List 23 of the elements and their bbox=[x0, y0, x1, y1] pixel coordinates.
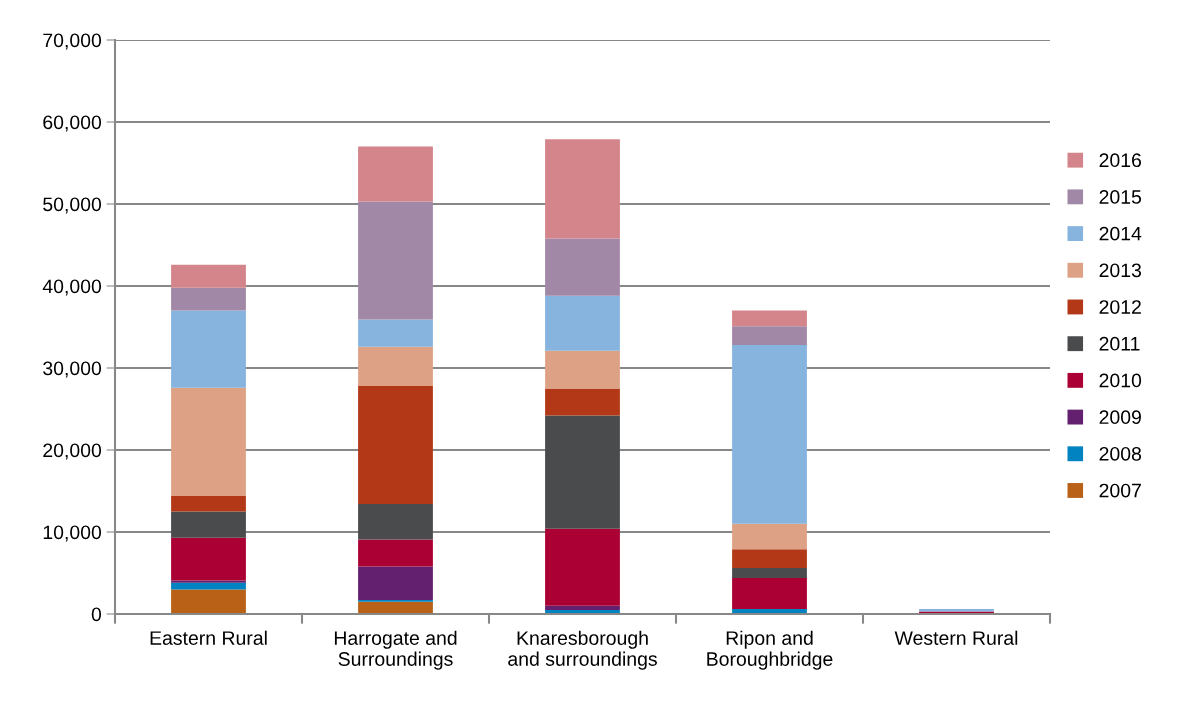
legend-label: 2013 bbox=[1099, 263, 1142, 278]
legend-label: 2008 bbox=[1099, 446, 1142, 461]
x-tick-label: Ripon and Boroughbridge bbox=[707, 630, 833, 670]
legend-label: 2011 bbox=[1099, 336, 1140, 351]
x-tick-label: Western Rural bbox=[894, 630, 1018, 645]
legend-label: 2016 bbox=[1099, 153, 1142, 168]
legend-label: 2014 bbox=[1099, 226, 1142, 241]
legend-label: 2015 bbox=[1099, 190, 1142, 204]
legend-label: 2007 bbox=[1099, 483, 1141, 498]
y-tick-label: 0 bbox=[91, 607, 102, 622]
legend-label: 2012 bbox=[1099, 300, 1141, 314]
y-tick-label: 40,000 bbox=[42, 279, 102, 296]
x-tick-label: Harrogate and Surroundings bbox=[334, 630, 457, 670]
y-tick-label: 30,000 bbox=[43, 361, 102, 378]
y-tick-label: 50,000 bbox=[43, 197, 102, 214]
y-tick-label: 70,000 bbox=[43, 33, 102, 50]
y-tick-label: 20,000 bbox=[43, 443, 102, 460]
y-tick-label: 10,000 bbox=[43, 525, 102, 542]
x-tick-label: Knaresborough and surroundings bbox=[508, 630, 657, 670]
legend-label: 2010 bbox=[1099, 373, 1142, 388]
x-tick-label: Eastern Rural bbox=[150, 630, 267, 645]
legend-label: 2009 bbox=[1099, 410, 1141, 425]
y-tick-label: 60,000 bbox=[43, 115, 102, 132]
